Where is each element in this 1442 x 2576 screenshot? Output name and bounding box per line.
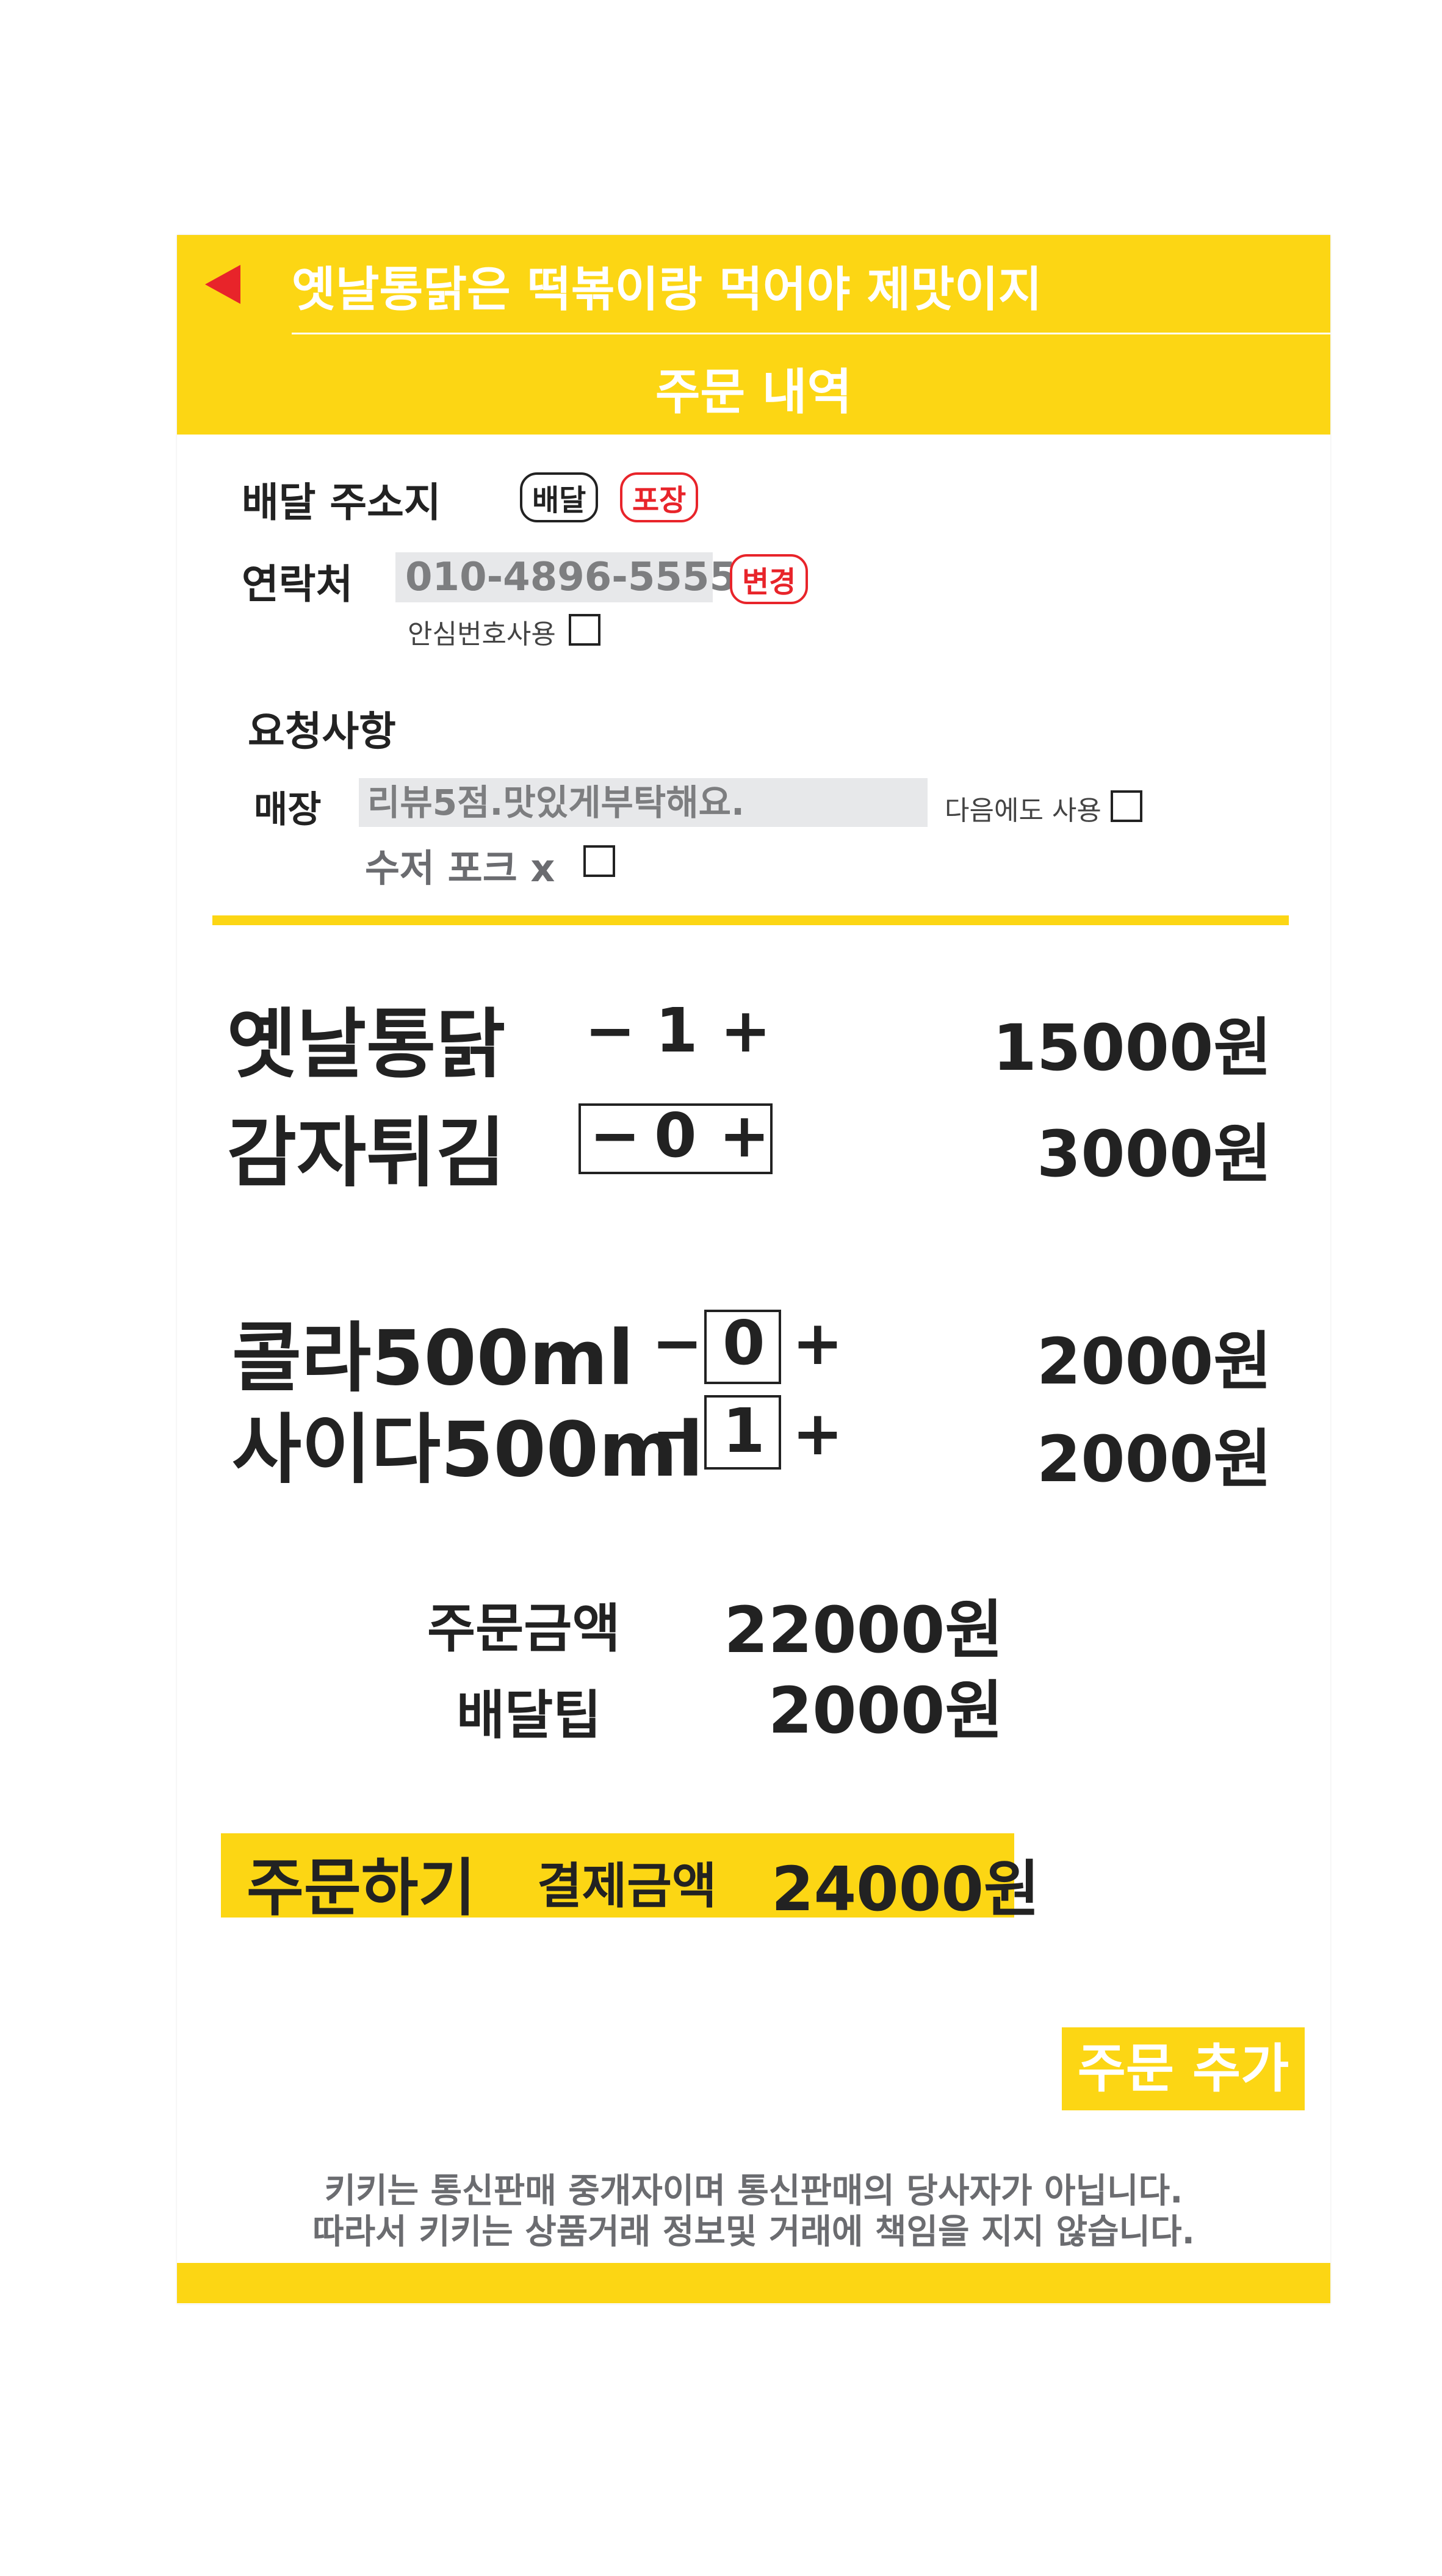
item-name: 사이다500ml xyxy=(232,1406,704,1494)
quantity-stepper[interactable] xyxy=(579,1103,773,1174)
increase-button[interactable]: + xyxy=(719,1100,770,1171)
request-title: 요청사항 xyxy=(248,708,396,755)
decrease-button[interactable]: − xyxy=(585,995,636,1066)
quantity-value: 0 xyxy=(654,1100,697,1171)
reuse-checkbox[interactable] xyxy=(1111,790,1142,822)
increase-button[interactable]: + xyxy=(720,995,771,1066)
phone-field[interactable]: 010-4896-5555 xyxy=(395,552,737,602)
store-request-label: 매장 xyxy=(254,788,322,831)
cutlery-checkbox[interactable] xyxy=(583,845,615,877)
increase-button[interactable]: + xyxy=(792,1398,843,1469)
order-button[interactable] xyxy=(221,1833,1014,1918)
quantity-value: 0 xyxy=(723,1307,765,1379)
delivery-tip-label: 배달팁 xyxy=(456,1685,602,1746)
payment-label: 결제금액 xyxy=(537,1858,717,1914)
footer-bar xyxy=(177,2263,1330,2303)
decrease-button[interactable]: − xyxy=(652,1398,703,1469)
order-amount: 22000원 xyxy=(724,1593,1004,1667)
decrease-button[interactable]: − xyxy=(652,1307,703,1379)
back-arrow-icon[interactable] xyxy=(205,265,240,304)
disclaimer-line-2: 따라서 키키는 상품거래 정보및 거래에 책임을 지지 않습니다. xyxy=(312,2212,1195,2252)
contact-label: 연락처 xyxy=(242,561,353,608)
item-name: 옛날통닭 xyxy=(227,1001,506,1089)
order-button-label[interactable]: 주문하기 xyxy=(247,1852,476,1925)
page-title: 주문 내역 xyxy=(655,364,853,420)
safe-number-label: 안심번호사용 xyxy=(408,619,556,650)
delivery-tip: 2000원 xyxy=(768,1673,1003,1748)
header-divider xyxy=(292,333,1330,334)
reuse-label: 다음에도 사용 xyxy=(945,795,1101,826)
cutlery-label: 수저 포크 x xyxy=(365,846,555,890)
increase-button[interactable]: + xyxy=(792,1307,843,1379)
item-name: 콜라500ml xyxy=(232,1315,634,1402)
order-amount-label: 주문금액 xyxy=(427,1598,621,1659)
delivery-option-button[interactable]: 배달 xyxy=(520,472,599,522)
quantity-box[interactable] xyxy=(704,1310,781,1384)
item-price: 3000원 xyxy=(1036,1117,1272,1191)
payment-amount: 24000원 xyxy=(771,1853,1040,1925)
quantity-value: 1 xyxy=(723,1395,765,1467)
safe-number-checkbox[interactable] xyxy=(569,614,600,646)
pickup-option-button[interactable]: 포장 xyxy=(620,472,699,522)
order-panel xyxy=(177,235,1330,2304)
item-name: 감자튀김 xyxy=(227,1109,506,1197)
quantity-box[interactable] xyxy=(704,1395,781,1470)
change-phone-button[interactable]: 변경 xyxy=(730,554,809,604)
decrease-button[interactable]: − xyxy=(589,1100,641,1171)
quantity-value: 1 xyxy=(655,995,698,1066)
add-order-button[interactable]: 주문 추가 xyxy=(1062,2027,1305,2110)
item-price: 2000원 xyxy=(1036,1324,1272,1399)
store-request-input[interactable]: 리뷰5점.맛있게부탁해요. xyxy=(359,778,928,827)
header-bar xyxy=(177,235,1330,435)
item-price: 15000원 xyxy=(992,1011,1272,1085)
store-name: 옛날통닭은 떡볶이랑 먹어야 제맛이지 xyxy=(292,262,1042,317)
item-price: 2000원 xyxy=(1036,1422,1272,1496)
section-divider xyxy=(212,915,1289,925)
disclaimer-line-1: 키키는 통신판매 중개자이며 통신판매의 당사자가 아닙니다. xyxy=(324,2171,1183,2211)
address-label: 배달 주소지 xyxy=(242,479,441,526)
